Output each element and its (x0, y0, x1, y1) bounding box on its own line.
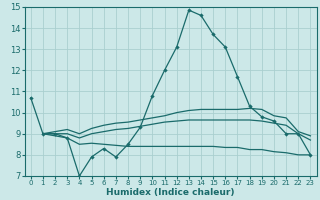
X-axis label: Humidex (Indice chaleur): Humidex (Indice chaleur) (106, 188, 235, 197)
